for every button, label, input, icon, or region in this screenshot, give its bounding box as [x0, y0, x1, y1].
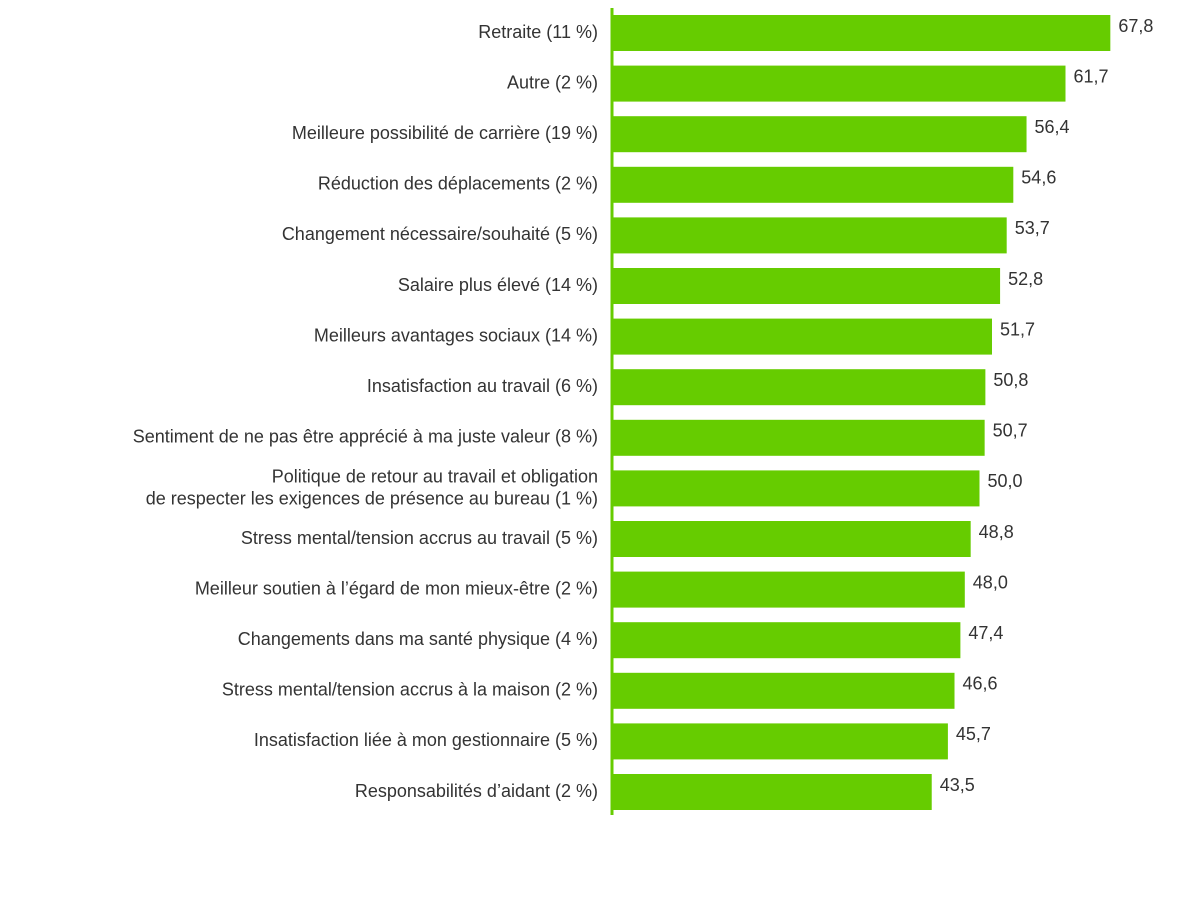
- value-label: 53,7: [1015, 218, 1050, 238]
- bar: [612, 419, 985, 456]
- category-label: Meilleur soutien à l’égard de mon mieux-…: [195, 578, 598, 598]
- bar: [612, 318, 992, 355]
- bar: [612, 15, 1111, 51]
- bar: [612, 369, 986, 406]
- category-label: Salaire plus élevé (14 %): [398, 275, 598, 295]
- category-label: Meilleure possibilité de carrière (19 %): [292, 123, 598, 143]
- value-label: 46,6: [963, 674, 998, 694]
- category-label: Stress mental/tension accrus à la maison…: [222, 680, 598, 700]
- bar: [612, 723, 948, 760]
- value-label: 48,8: [979, 522, 1014, 542]
- category-label: Meilleurs avantages sociaux (14 %): [314, 325, 598, 345]
- value-label: 56,4: [1035, 117, 1070, 137]
- category-label: Insatisfaction au travail (6 %): [367, 376, 598, 396]
- category-label: Insatisfaction liée à mon gestionnaire (…: [254, 730, 598, 750]
- value-label: 48,0: [973, 572, 1008, 592]
- value-label: 51,7: [1000, 319, 1035, 339]
- bar: [612, 268, 1001, 304]
- value-label: 54,6: [1021, 168, 1056, 188]
- value-label: 50,0: [988, 471, 1023, 491]
- value-label: 50,8: [993, 370, 1028, 390]
- bar: [612, 521, 971, 557]
- bar: [612, 166, 1014, 203]
- bar: [612, 774, 932, 810]
- bar: [612, 470, 980, 507]
- bar: [612, 116, 1027, 153]
- value-label: 50,7: [993, 421, 1028, 441]
- bar: [612, 571, 965, 608]
- category-label: Politique de retour au travail et obliga…: [146, 466, 598, 508]
- value-label: 45,7: [956, 724, 991, 744]
- category-label: Sentiment de ne pas être apprécié à ma j…: [133, 427, 598, 447]
- value-label: 47,4: [968, 623, 1003, 643]
- value-label: 67,8: [1118, 16, 1153, 36]
- category-label: Réduction des déplacements (2 %): [318, 174, 598, 194]
- value-label: 61,7: [1073, 66, 1108, 86]
- category-label: Autre (2 %): [507, 72, 598, 92]
- category-label: Stress mental/tension accrus au travail …: [241, 528, 598, 548]
- category-label: Retraite (11 %): [478, 22, 598, 42]
- bar: [612, 65, 1066, 102]
- category-label: Responsabilités d’aidant (2 %): [355, 781, 598, 801]
- bar: [612, 622, 961, 659]
- category-label: Changements dans ma santé physique (4 %): [238, 629, 598, 649]
- value-label: 52,8: [1008, 269, 1043, 289]
- category-label: Changement nécessaire/souhaité (5 %): [282, 224, 598, 244]
- value-label: 43,5: [940, 775, 975, 795]
- bar: [612, 672, 955, 709]
- bar: [612, 217, 1007, 254]
